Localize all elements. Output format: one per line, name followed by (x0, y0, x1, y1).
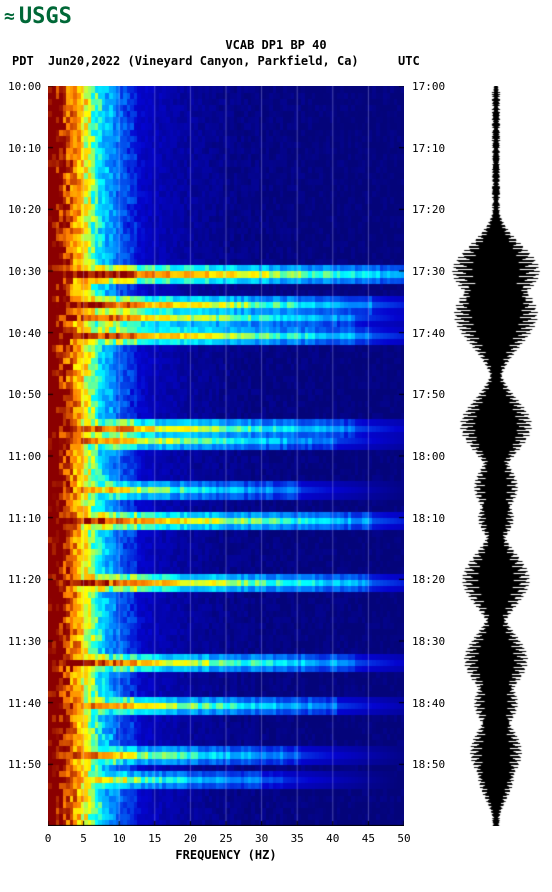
x-tick: 20 (184, 832, 197, 845)
x-tick: 50 (397, 832, 410, 845)
y-tick-right: 17:00 (412, 80, 445, 93)
y-tick-left: 11:40 (8, 697, 41, 710)
y-tick-right: 18:20 (412, 573, 445, 586)
y-tick-right: 17:40 (412, 327, 445, 340)
spectrogram-chart (48, 86, 404, 826)
logo-wave-icon: ≈ (4, 6, 15, 27)
tz-left-label: PDT (12, 54, 34, 68)
x-tick: 40 (326, 832, 339, 845)
waveform-chart (448, 86, 544, 826)
y-tick-right: 18:00 (412, 450, 445, 463)
y-tick-right: 18:50 (412, 758, 445, 771)
y-tick-left: 10:20 (8, 203, 41, 216)
spectrogram-canvas (48, 86, 404, 826)
y-tick-right: 17:50 (412, 388, 445, 401)
y-tick-left: 11:10 (8, 512, 41, 525)
y-tick-left: 10:50 (8, 388, 41, 401)
y-tick-left: 10:00 (8, 80, 41, 93)
y-tick-right: 17:10 (412, 142, 445, 155)
y-tick-right: 18:30 (412, 635, 445, 648)
y-tick-left: 10:30 (8, 265, 41, 278)
y-tick-right: 18:10 (412, 512, 445, 525)
y-tick-right: 17:20 (412, 203, 445, 216)
y-tick-left: 10:40 (8, 327, 41, 340)
x-tick: 35 (291, 832, 304, 845)
x-tick: 5 (80, 832, 87, 845)
tz-right-label: UTC (398, 54, 420, 68)
x-tick: 10 (113, 832, 126, 845)
date-location-label: Jun20,2022 (Vineyard Canyon, Parkfield, … (48, 54, 359, 68)
y-tick-left: 10:10 (8, 142, 41, 155)
x-tick: 45 (362, 832, 375, 845)
y-tick-left: 11:30 (8, 635, 41, 648)
usgs-logo: ≈ USGS (4, 4, 72, 29)
y-tick-left: 11:20 (8, 573, 41, 586)
x-tick: 30 (255, 832, 268, 845)
y-tick-right: 17:30 (412, 265, 445, 278)
y-tick-left: 11:00 (8, 450, 41, 463)
x-tick: 15 (148, 832, 161, 845)
y-tick-left: 11:50 (8, 758, 41, 771)
chart-title: VCAB DP1 BP 40 (0, 38, 552, 52)
x-tick: 25 (219, 832, 232, 845)
x-axis-label: FREQUENCY (HZ) (48, 848, 404, 862)
waveform-canvas (448, 86, 544, 826)
logo-text: USGS (19, 4, 72, 29)
x-tick: 0 (45, 832, 52, 845)
y-tick-right: 18:40 (412, 697, 445, 710)
